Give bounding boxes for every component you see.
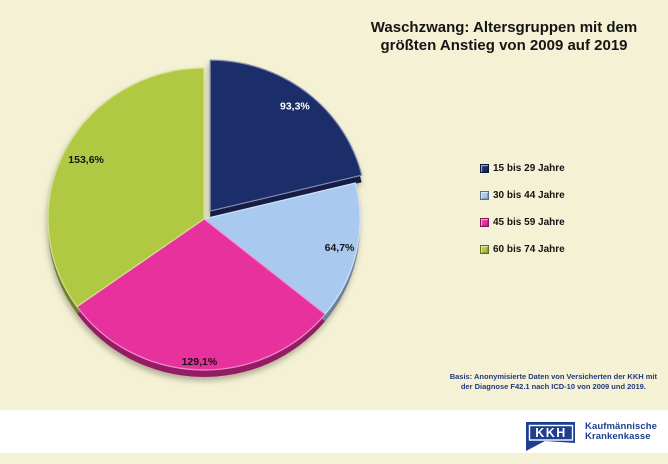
slice-value-label: 153,6% — [68, 154, 104, 166]
logo-company-line1: Kaufmännische — [585, 421, 658, 432]
legend-label: 30 bis 44 Jahre — [493, 189, 565, 201]
pie-slice-60-bis-74-jahre — [47, 67, 205, 308]
legend-swatch-icon — [480, 244, 489, 254]
legend-item-30-bis-44-jahre: 30 bis 44 Jahre — [480, 189, 565, 201]
chart-title-line2: größten Anstieg von 2009 auf 2019 — [380, 36, 628, 54]
pie-slice-30-bis-44-jahre — [203, 182, 361, 315]
pie-slice-45-bis-59-jahre — [76, 218, 326, 371]
legend: 15 bis 29 Jahre 30 bis 44 Jahre 45 bis 59 … — [480, 163, 565, 271]
slice-value-label: 64,7% — [325, 242, 355, 254]
slice-value-label: 93,3% — [280, 100, 310, 112]
legend-item-15-bis-29-jahre: 15 bis 29 Jahre — [480, 162, 565, 174]
source-note: Basis: Anonymisierte Daten von Versicher… — [450, 372, 657, 391]
kkh-logo-text: KKH — [535, 426, 567, 440]
logo-company-line2: Krankenkasse — [585, 431, 651, 442]
legend-label: 45 bis 59 Jahre — [493, 216, 565, 228]
legend-swatch-icon — [480, 163, 489, 173]
legend-item-60-bis-74-jahre: 60 bis 74 Jahre — [480, 243, 565, 255]
logo-company-name: Kaufmännische Krankenkasse — [585, 422, 657, 442]
legend-label: 15 bis 29 Jahre — [493, 162, 565, 174]
source-note-line2: der Diagnose F42.1 nach ICD-10 von 2009 … — [460, 381, 646, 391]
legend-label: 60 bis 74 Jahre — [493, 243, 565, 255]
source-note-line1: Basis: Anonymisierte Daten von Versicher… — [449, 372, 657, 381]
legend-swatch-icon — [480, 217, 489, 227]
slice-value-label: 129,1% — [182, 356, 218, 368]
chart-title-line1: Waschzwang: Altersgruppen mit dem — [370, 19, 638, 36]
pie-slice-15-bis-29-jahre — [209, 59, 363, 212]
kkh-flag-icon: KKH — [526, 422, 575, 451]
chart-title: Waschzwang: Altersgruppen mit dem größte… — [368, 19, 640, 54]
kkh-logo: KKH Kaufmännische Krankenkasse — [525, 420, 665, 453]
legend-item-45-bis-59-jahre: 45 bis 59 Jahre — [480, 216, 565, 228]
legend-swatch-icon — [480, 190, 489, 200]
